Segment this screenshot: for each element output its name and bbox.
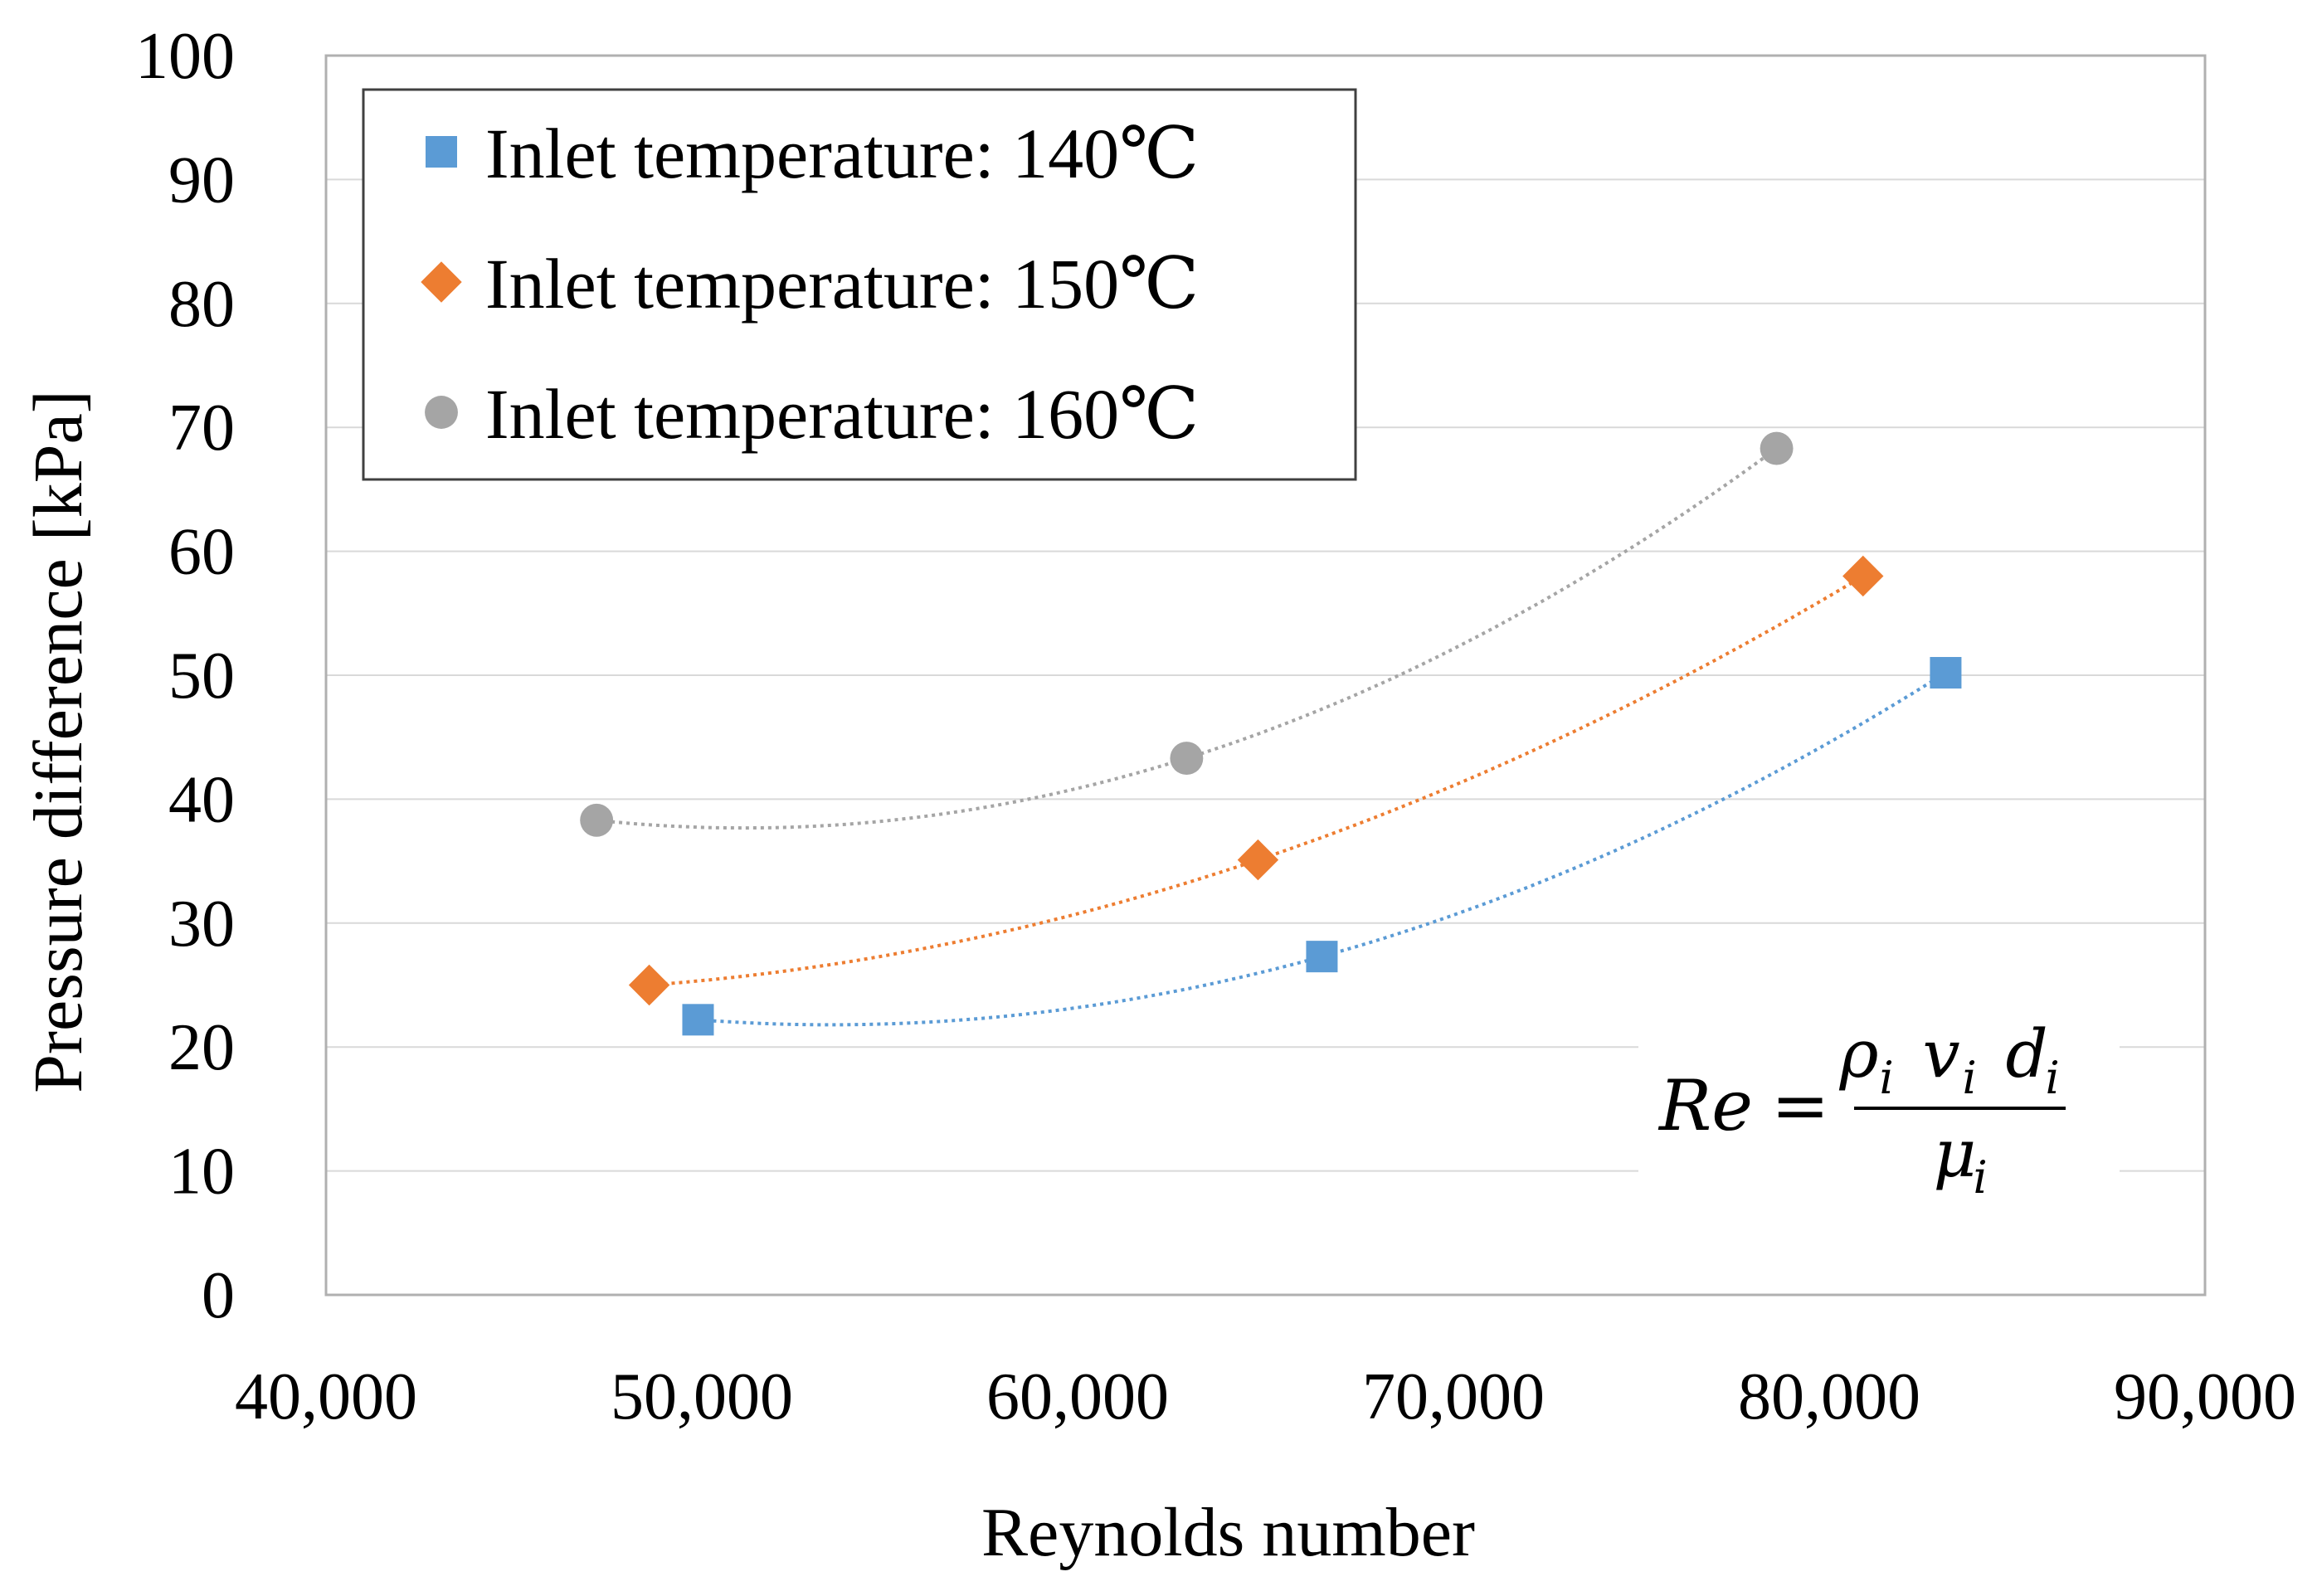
point-series-3-2 — [1170, 742, 1204, 776]
trendline-layer — [596, 446, 1947, 1027]
formula-numerator-term-1-base: v — [1923, 1015, 1960, 1092]
legend: Inlet temperature: 140℃ Inlet temperature… — [362, 88, 1357, 481]
formula-numerator: ρ i v i di — [1839, 1015, 2060, 1104]
y-tick-label-30: 30 — [168, 888, 235, 961]
legend-marker-3 — [425, 396, 458, 429]
y-tick-label-100: 100 — [135, 20, 235, 93]
formula-numerator-term-1-subscript: i — [1963, 1052, 1977, 1104]
x-tick-label-50000: 50,000 — [611, 1360, 793, 1433]
formula-numerator-term-2-base: d — [2006, 1015, 2048, 1092]
point-series-1-1 — [682, 1004, 714, 1036]
formula-background — [1638, 1008, 2120, 1190]
x-tick-label-70000: 70,000 — [1362, 1360, 1545, 1433]
y-tick-label-40: 40 — [168, 763, 235, 836]
formula-denominator-term-0-base: μ — [1934, 1115, 1977, 1192]
legend-label-1: Inlet temperature: 140℃ — [485, 114, 1199, 193]
y-tick-label-20: 20 — [168, 1011, 235, 1084]
legend-marker-2 — [421, 261, 462, 303]
point-series-3-1 — [580, 803, 614, 837]
x-tick-label-90000: 90,000 — [2114, 1360, 2296, 1433]
formula-numerator-term-0-subscript: i — [1880, 1052, 1894, 1104]
marker-layer — [580, 431, 1962, 1036]
point-series-2-2 — [1237, 839, 1279, 881]
x-axis-title: Reynolds number — [981, 1494, 1475, 1571]
formula-equals-sign: = — [1771, 1065, 1829, 1146]
legend-items: Inlet temperature: 140℃ Inlet temperature… — [421, 114, 1199, 454]
point-series-2-3 — [1842, 555, 1884, 597]
x-tick-label-40000: 40,000 — [235, 1360, 417, 1433]
point-series-3-3 — [1760, 431, 1794, 465]
x-tick-label-60000: 60,000 — [986, 1360, 1169, 1433]
y-tick-label-70: 70 — [168, 392, 235, 465]
y-tick-label-90: 90 — [168, 144, 235, 217]
y-axis-title: Pressure difference [kPa] — [20, 390, 97, 1092]
formula-lhs: Re — [1657, 1065, 1753, 1146]
plot-area — [324, 54, 2207, 1297]
x-tick-label-80000: 80,000 — [1738, 1360, 1920, 1433]
y-axis-tick-labels: 0 10 20 30 40 50 60 70 80 90 100 — [135, 20, 235, 1332]
y-tick-label-80: 80 — [168, 268, 235, 341]
point-series-1-2 — [1306, 941, 1338, 973]
formula-numerator-term-0-base: ρ — [1839, 1015, 1879, 1092]
legend-marker-1 — [426, 136, 457, 168]
y-tick-label-0: 0 — [202, 1259, 235, 1332]
point-series-1-3 — [1930, 657, 1962, 689]
reynolds-formula-annotation: Re = ρ i v i di μi — [1638, 1008, 2120, 1204]
point-series-2-1 — [628, 964, 670, 1006]
x-axis-tick-labels: 40,000 50,000 60,000 70,000 80,000 90,000 — [235, 1360, 2296, 1433]
legend-label-3: Inlet temperature: 160℃ — [485, 374, 1199, 454]
y-tick-label-60: 60 — [168, 516, 235, 589]
y-tick-label-10: 10 — [168, 1136, 235, 1209]
formula-denominator-term-0-subscript: i — [1974, 1151, 1988, 1204]
legend-label-2: Inlet temperature: 150℃ — [485, 244, 1199, 324]
formula-denominator: μi — [1934, 1115, 1988, 1204]
formula-numerator-term-2-subscript: i — [2046, 1052, 2060, 1104]
y-tick-label-50: 50 — [168, 640, 235, 713]
legend-box — [362, 88, 1357, 481]
